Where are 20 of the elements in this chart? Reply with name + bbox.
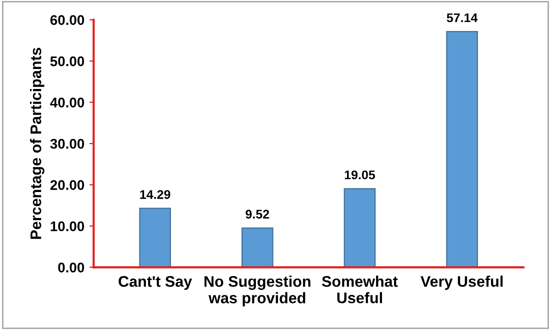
x-tick-label: Cant't Say — [118, 276, 192, 290]
y-tick-label: 30.00 — [50, 138, 84, 149]
y-tick-label: 10.00 — [50, 221, 84, 232]
y-tick-label: 60.00 — [50, 15, 84, 25]
y-tick-label: 0.00 — [58, 262, 84, 272]
x-tick-label: Somewhat Useful — [322, 276, 398, 304]
data-label: 14.29 — [140, 190, 170, 199]
data-label: 9.52 — [246, 210, 270, 219]
bar — [344, 188, 376, 268]
bar — [139, 208, 171, 268]
x-tick-label: Very Useful — [420, 276, 503, 290]
y-tick-label: 50.00 — [50, 56, 84, 66]
y-axis-title: Percentage of Participants — [30, 48, 44, 239]
y-tick-label: 20.00 — [50, 180, 84, 190]
data-label: 19.05 — [344, 170, 376, 180]
data-label: 57.14 — [446, 13, 478, 22]
bar — [446, 31, 478, 268]
bar — [241, 227, 274, 268]
y-tick-label: 40.00 — [50, 98, 84, 108]
x-tick-label: No Suggestion was provided — [204, 276, 310, 306]
